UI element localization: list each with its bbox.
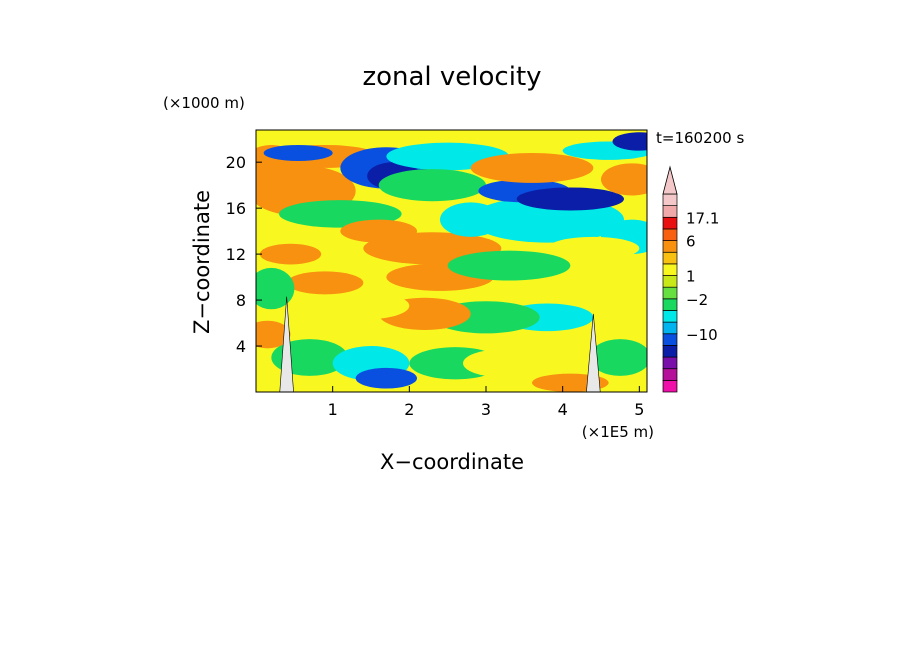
velocity-region xyxy=(463,349,540,378)
velocity-region xyxy=(601,163,647,196)
colorbar-level xyxy=(662,263,678,276)
colorbar-label: 17.1 xyxy=(686,209,719,227)
velocity-region xyxy=(440,202,502,237)
y-axis-title: Z−coordinate xyxy=(190,190,214,334)
x-axis: 1 2 3 4 5 xyxy=(328,386,644,419)
x-unit-label: (×1E5 m) xyxy=(582,423,654,441)
y-tick-label: 20 xyxy=(226,153,246,172)
velocity-region xyxy=(378,169,487,202)
velocity-region xyxy=(589,339,647,376)
x-tick-label: 4 xyxy=(558,400,568,419)
velocity-region xyxy=(612,132,647,151)
velocity-region xyxy=(355,367,418,389)
colorbar-level xyxy=(662,275,678,288)
colorbar-level xyxy=(662,228,678,241)
colorbar-level xyxy=(662,310,678,323)
colorbar-level xyxy=(662,286,678,300)
colorbar-level xyxy=(662,380,678,393)
velocity-region xyxy=(317,292,410,320)
colorbar-label: 6 xyxy=(686,233,696,251)
colorbar-level xyxy=(662,368,678,381)
x-tick-label: 3 xyxy=(481,400,491,419)
colorbar-level xyxy=(662,321,678,335)
velocity-region xyxy=(547,236,640,260)
velocity-region xyxy=(516,346,609,381)
y-axis: 4 8 12 16 20 xyxy=(226,153,262,356)
velocity-region xyxy=(259,243,322,265)
x-tick-label: 1 xyxy=(328,400,338,419)
velocity-region xyxy=(516,187,624,211)
colorbar: 17.1 6 1 −2 −10 xyxy=(662,165,719,393)
y-unit-label: (×1000 m) xyxy=(163,94,245,112)
colorbar-level xyxy=(662,205,678,218)
colorbar-level xyxy=(662,345,678,358)
colorbar-max-arrow xyxy=(662,165,678,195)
y-tick-label: 8 xyxy=(236,291,246,310)
colorbar-level xyxy=(662,240,678,253)
colorbar-level xyxy=(662,356,678,370)
velocity-region xyxy=(286,271,364,295)
terrain-peak xyxy=(586,313,601,392)
velocity-region xyxy=(263,144,333,162)
colorbar-level xyxy=(662,298,678,311)
terrain-peak xyxy=(279,296,294,392)
velocity-region xyxy=(256,267,295,310)
velocity-region xyxy=(447,250,571,281)
velocity-region xyxy=(470,152,594,183)
y-tick-label: 16 xyxy=(226,199,246,218)
x-tick-label: 2 xyxy=(404,400,414,419)
colorbar-label: −2 xyxy=(686,291,708,309)
x-axis-title: X−coordinate xyxy=(380,450,524,474)
chart-title: zonal velocity xyxy=(362,62,541,92)
heatmap-field xyxy=(256,130,647,392)
time-label: t=160200 s xyxy=(656,129,744,147)
y-tick-label: 4 xyxy=(236,337,246,356)
y-tick-label: 12 xyxy=(226,245,246,264)
velocity-region xyxy=(256,320,291,349)
colorbar-level xyxy=(662,193,678,206)
colorbar-level xyxy=(662,216,678,230)
velocity-region xyxy=(524,274,632,303)
colorbar-label: 1 xyxy=(686,268,696,286)
plot-frame xyxy=(255,129,648,393)
colorbar-level xyxy=(662,333,678,346)
colorbar-label: −10 xyxy=(686,326,718,344)
colorbar-level xyxy=(662,251,678,265)
x-tick-label: 5 xyxy=(634,400,644,419)
